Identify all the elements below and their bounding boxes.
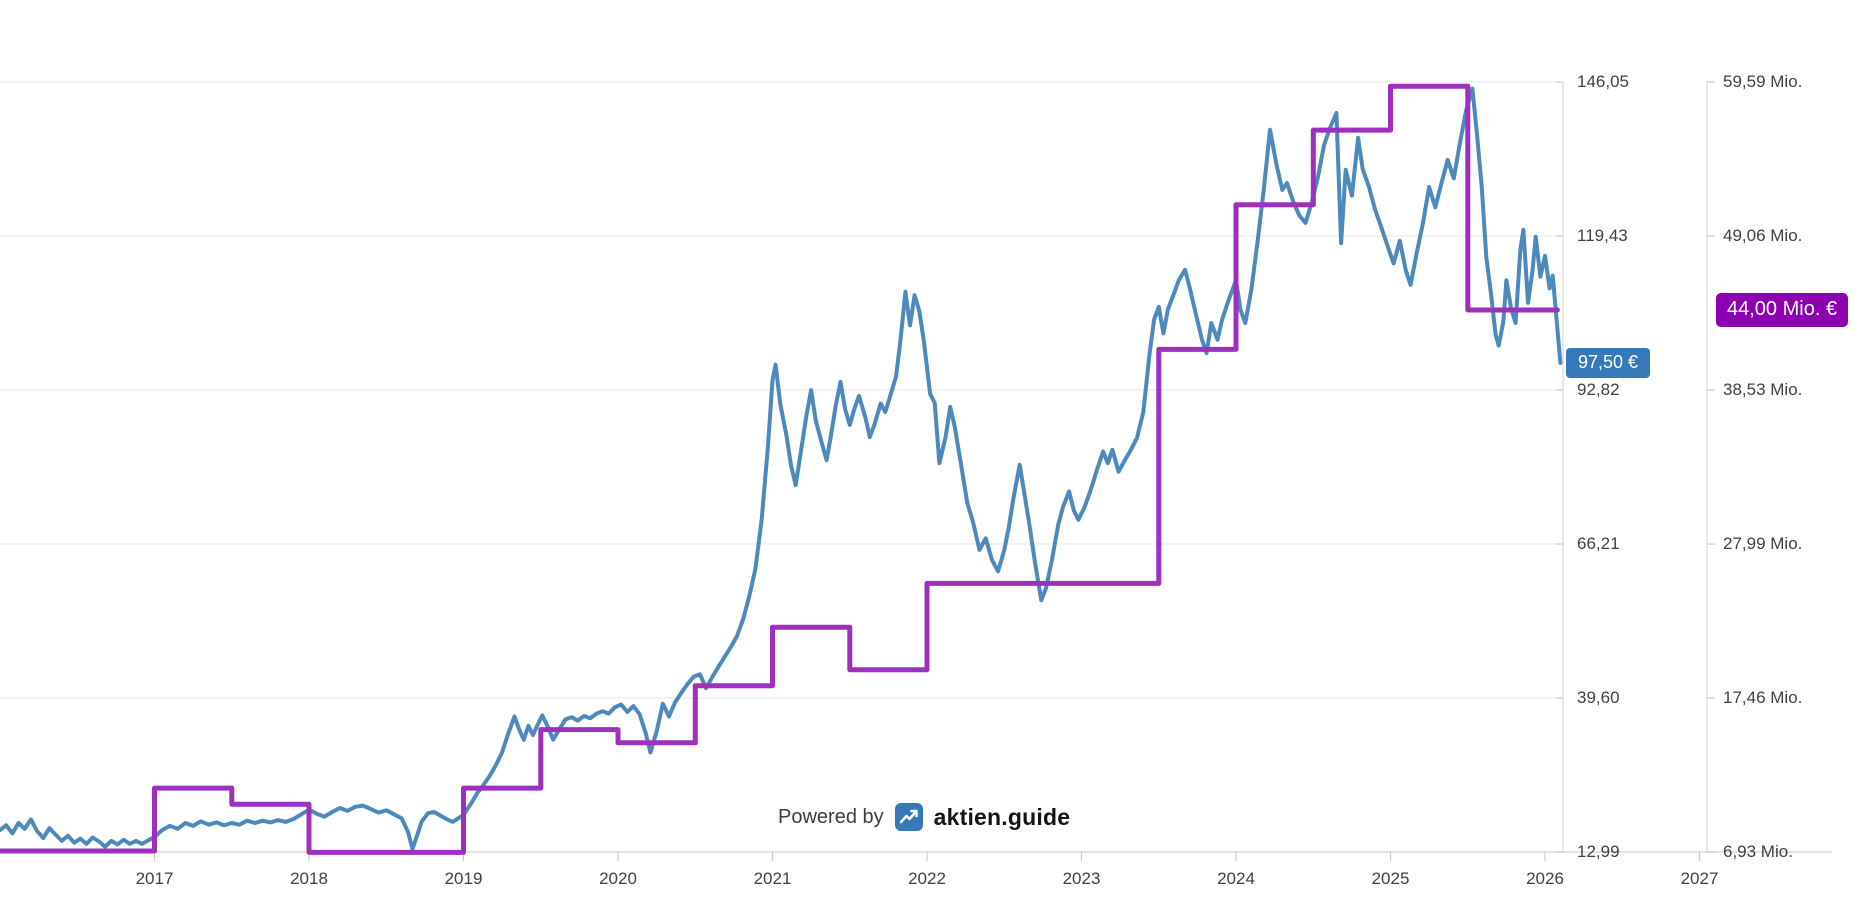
x-axis-label: 2019 <box>444 869 483 888</box>
aktien-guide-logo-icon <box>894 803 923 831</box>
x-axis-label: 2022 <box>908 869 946 888</box>
powered-by: Powered by aktien.guide <box>778 801 1070 833</box>
ebit-axis-label: 6,93 Mio. <box>1723 842 1793 861</box>
ebit-axis-label: 59,59 Mio. <box>1723 72 1803 91</box>
x-axis-label: 2021 <box>753 869 792 888</box>
aktien-guide-brand-link[interactable]: aktien.guide <box>933 803 1071 830</box>
share-price-line[interactable] <box>0 86 1563 851</box>
x-axis-label: 2017 <box>135 869 174 888</box>
x-axis-label: 2023 <box>1062 869 1101 888</box>
x-axis-label: 2018 <box>290 869 328 888</box>
ebit-current-badge: 44,00 Mio. € <box>1716 292 1849 327</box>
ebit-axis-label: 38,53 Mio. <box>1723 379 1803 399</box>
price-axis-label: 66,21 <box>1577 534 1620 554</box>
price-axis-label: 12,99 <box>1577 842 1620 861</box>
ebit-axis-label: 17,46 Mio. <box>1723 688 1803 708</box>
ebit-step-line[interactable] <box>0 83 1560 855</box>
x-axis-label: 2027 <box>1680 869 1719 888</box>
x-axis-label: 2025 <box>1371 869 1410 888</box>
price-axis-label: 119,43 <box>1577 226 1628 246</box>
price-axis-label: 39,60 <box>1577 688 1620 707</box>
x-axis-label: 2020 <box>599 869 637 888</box>
ebit-axis-label: 49,06 Mio. <box>1723 225 1803 245</box>
price-axis-label: 92,82 <box>1577 380 1620 400</box>
price-current-badge: 97,50 € <box>1566 347 1651 378</box>
ebit-axis-label: 27,99 Mio. <box>1723 534 1803 554</box>
x-axis-label: 2026 <box>1526 869 1564 888</box>
price-axis-label: 146,05 <box>1577 72 1629 91</box>
powered-by-label: Powered by <box>778 805 884 828</box>
x-axis-label: 2024 <box>1217 869 1255 888</box>
